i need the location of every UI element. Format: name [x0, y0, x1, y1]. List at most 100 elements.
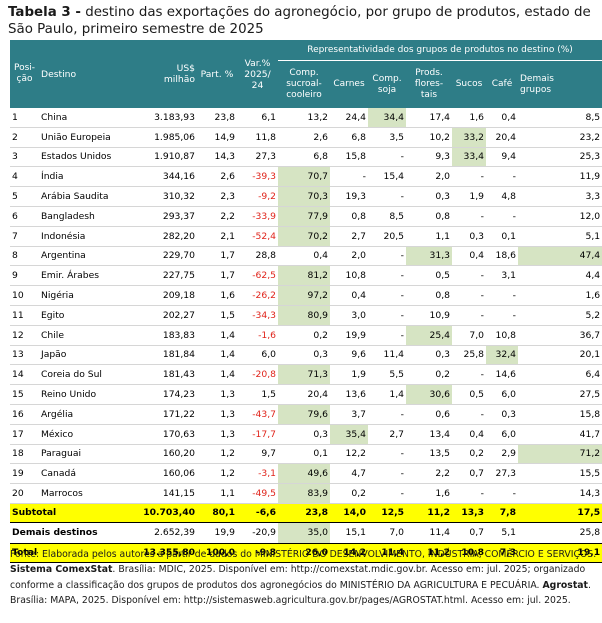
cell-group-value: 2,7 [368, 424, 406, 445]
cell-posicao: 6 [10, 206, 39, 227]
demais-destinos-row-group-value: 5,1 [486, 522, 518, 544]
cell-group-value: 8,5 [518, 108, 602, 128]
source-note: Fonte: Elaborada pelos autores a partir … [10, 547, 600, 609]
cell-group-value: - [368, 444, 406, 465]
cell-var: -17,7 [237, 424, 278, 445]
cell-posicao: 5 [10, 186, 39, 207]
cell-group-value: 27,5 [518, 384, 602, 405]
cell-var: -52,4 [237, 226, 278, 247]
cell-destino: Marrocos [39, 483, 127, 504]
cell-posicao: 14 [10, 364, 39, 386]
cell-group-value: - [330, 166, 368, 188]
cell-group-value: - [452, 483, 486, 504]
cell-group-value: 0,5 [452, 384, 486, 405]
cell-part: 1,7 [197, 246, 237, 267]
cell-group-value: 80,9 [278, 305, 330, 326]
cell-group-value: 6,0 [486, 424, 518, 445]
cell-var: 28,8 [237, 246, 278, 267]
cell-posicao: 8 [10, 246, 39, 267]
cell-group-value: 15,4 [368, 166, 406, 188]
cell-usd: 171,22 [127, 404, 197, 425]
cell-group-value: 33,2 [452, 127, 486, 148]
cell-group-value: 19,9 [330, 325, 368, 346]
cell-group-value: 3,0 [330, 305, 368, 326]
subtotal-row-group-value: 7,8 [486, 502, 518, 523]
cell-group-value: 7,0 [452, 325, 486, 346]
source-bold-1: Sistema ComexStat [10, 564, 113, 576]
cell-group-value: 9,3 [406, 147, 452, 168]
cell-destino: Paraguai [39, 444, 127, 465]
cell-group-value: - [486, 166, 518, 188]
cell-group-value: 47,4 [518, 246, 602, 267]
cell-destino: Bangladesh [39, 206, 127, 227]
source-text-1: Fonte: Elaborada pelos autores a partir … [10, 549, 597, 560]
cell-usd: 160,20 [127, 444, 197, 465]
total-row: Total 13.355,80 100,0 -9,8 26,0 14,2 11,4 11,2 1… [10, 543, 602, 563]
demais-destinos-row-usd: 2.652,39 [127, 522, 197, 544]
subtotal-row-group-value: 11,2 [406, 502, 452, 523]
subtotal-row: Subtotal 10.703,40 80,1 -6,6 23,8 14,0 12,5 11,… [10, 502, 602, 523]
cell-group-value: 0,4 [330, 285, 368, 306]
cell-part: 1,4 [197, 345, 237, 366]
cell-group-value: - [368, 265, 406, 287]
cell-group-value: 13,6 [330, 384, 368, 405]
cell-group-value: 23,2 [518, 127, 602, 148]
cell-posicao: 3 [10, 147, 39, 168]
cell-group-value: 1,9 [330, 364, 368, 386]
header-col-soja: Comp. soja [368, 60, 406, 108]
cell-group-value: 6,4 [518, 364, 602, 386]
cell-posicao: 1 [10, 108, 39, 128]
total-row-group-value: 7,3 [486, 543, 518, 563]
header-col-sucos: Sucos [452, 60, 486, 108]
cell-group-value: 11,4 [368, 345, 406, 366]
cell-part: 14,3 [197, 147, 237, 168]
cell-group-value: - [452, 305, 486, 326]
cell-group-value: 0,8 [330, 206, 368, 227]
demais-destinos-row-var: -20,9 [237, 522, 278, 544]
cell-destino: Canadá [39, 463, 127, 485]
subtotal-row-group-value: 12,5 [368, 502, 406, 523]
cell-group-value: 12,2 [330, 444, 368, 465]
demais-destinos-row-label: Demais destinos [10, 522, 127, 544]
table-row: 3 Estados Unidos 1.910,87 14,3 27,3 6,8 15,8-9… [10, 147, 602, 168]
table-row: 5 Arábia Saudita 310,32 2,3 -9,2 70,3 19,3-0,3… [10, 186, 602, 207]
cell-group-value: 35,4 [330, 424, 368, 445]
cell-destino: México [39, 424, 127, 445]
cell-group-value: 83,9 [278, 483, 330, 504]
header-col-carnes: Carnes [330, 60, 368, 108]
cell-posicao: 18 [10, 444, 39, 465]
cell-var: -9,2 [237, 186, 278, 207]
cell-group-value: 49,6 [278, 463, 330, 485]
cell-part: 14,9 [197, 127, 237, 148]
cell-var: 1,5 [237, 384, 278, 405]
cell-usd: 202,27 [127, 305, 197, 326]
cell-group-value: - [368, 147, 406, 168]
cell-group-value: - [486, 285, 518, 306]
total-row-group-value: 19,1 [518, 543, 602, 563]
table-row: 11 Egito 202,27 1,5 -34,3 80,9 3,0-10,9- -5,2 [10, 305, 602, 326]
cell-group-value: 33,4 [452, 147, 486, 168]
table-row: 16 Argélia 171,22 1,3 -43,7 79,6 3,7-0,6-0,3 15… [10, 404, 602, 425]
table-header: Posi-ção Destino US$ milhão Part. % Var.%… [10, 40, 602, 108]
cell-var: -49,5 [237, 483, 278, 504]
header-var: Var.% 2025/24 [237, 40, 278, 108]
cell-group-value: 2,2 [406, 463, 452, 485]
cell-usd: 181,84 [127, 345, 197, 366]
cell-posicao: 4 [10, 166, 39, 188]
cell-usd: 229,70 [127, 246, 197, 267]
cell-part: 1,3 [197, 384, 237, 405]
cell-group-value: 36,7 [518, 325, 602, 346]
cell-group-value: 0,4 [452, 246, 486, 267]
cell-group-value: - [452, 206, 486, 227]
cell-group-value: - [368, 305, 406, 326]
total-row-group-value: 11,4 [368, 543, 406, 563]
cell-group-value: 4,8 [486, 186, 518, 207]
total-row-group-value: 26,0 [278, 543, 330, 563]
cell-group-value: 70,7 [278, 166, 330, 188]
cell-group-value: 71,2 [518, 444, 602, 465]
demais-destinos-row-group-value: 11,4 [406, 522, 452, 544]
table-row: 12 Chile 183,83 1,4 -1,6 0,2 19,9-25,4 7,0 10,8 3… [10, 325, 602, 346]
cell-group-value: 6,8 [330, 127, 368, 148]
cell-usd: 160,06 [127, 463, 197, 485]
cell-group-value: - [368, 186, 406, 207]
